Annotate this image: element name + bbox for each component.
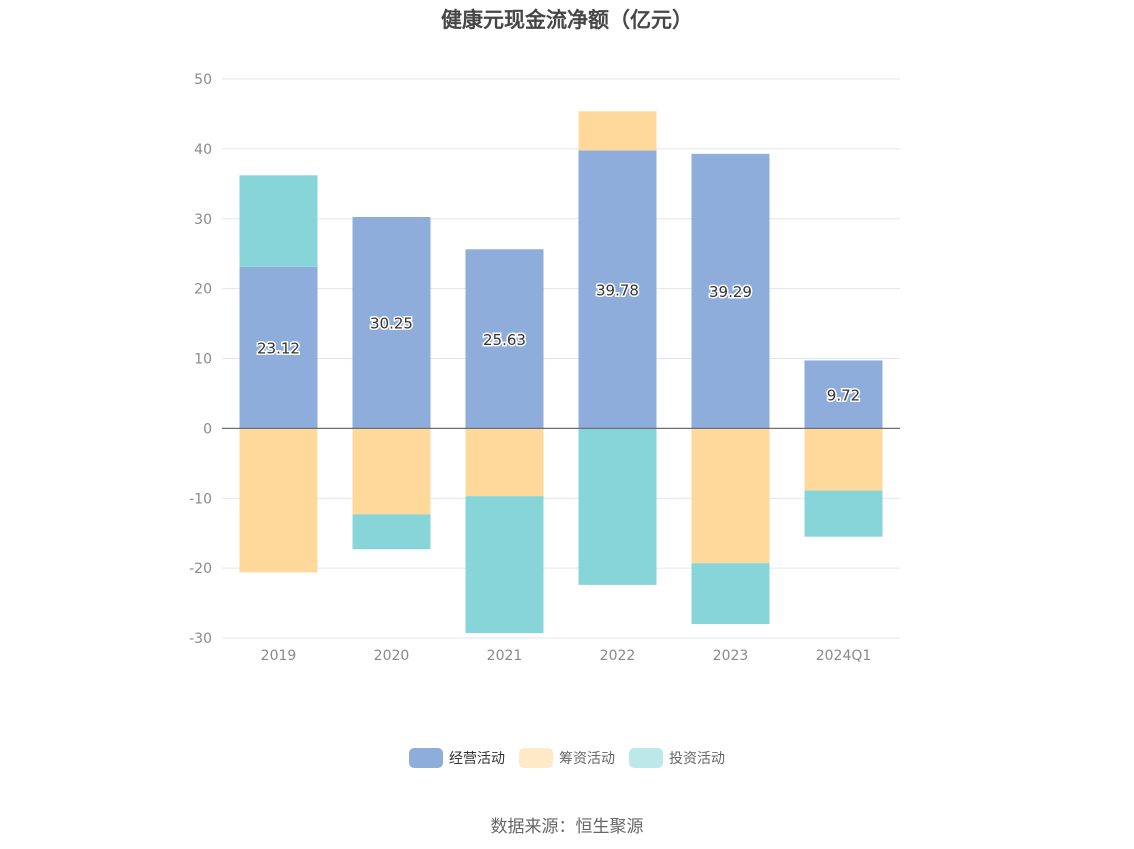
data-label-2019: 23.12 [257, 340, 300, 358]
y-tick-label: 30 [194, 212, 212, 228]
data-label-2023: 39.29 [709, 283, 752, 301]
bar-2021-series-1[interactable] [465, 428, 544, 497]
x-tick-label: 2021 [487, 648, 523, 664]
legend-swatch [629, 748, 663, 768]
bar-2023-series-2[interactable] [691, 563, 770, 625]
legend-item[interactable]: 经营活动 [409, 748, 505, 768]
bar-2024Q1-series-2[interactable] [804, 490, 883, 537]
legend: 经营活动 筹资活动 投资活动 [0, 746, 1134, 770]
bar-2024Q1-series-0[interactable] [804, 360, 883, 429]
x-tick-label: 2019 [261, 648, 297, 664]
bar-2019-series-1[interactable] [239, 428, 318, 573]
legend-swatch [519, 748, 553, 768]
data-labels-layer: 23.12 30.25 25.63 39.78 39.29 9.72 [256, 280, 862, 406]
y-tick-label: -10 [189, 491, 212, 507]
bars-layer [239, 111, 883, 634]
legend-item[interactable]: 筹资活动 [519, 748, 615, 768]
bar-2022-series-2[interactable] [578, 428, 657, 585]
bar-2022-series-1[interactable] [578, 111, 657, 151]
bar-2020-series-1[interactable] [352, 428, 431, 515]
bar-2021-series-0[interactable] [465, 249, 544, 429]
axis-layer: 50 40 30 20 10 0 -10 -20 -30 2019 2020 2021 2022 2023… [189, 72, 900, 664]
x-tick-label: 2020 [374, 648, 410, 664]
legend-swatch [409, 748, 443, 768]
legend-label: 经营活动 [449, 751, 505, 767]
y-tick-label: -30 [189, 631, 212, 647]
bar-2022-series-0[interactable] [578, 150, 657, 429]
bar-2020-series-2[interactable] [352, 514, 431, 550]
y-tick-label: 20 [194, 282, 212, 298]
y-tick-label: 0 [203, 421, 212, 437]
y-tick-label: 50 [194, 72, 212, 88]
grid-layer [222, 78, 900, 639]
legend-label: 投资活动 [669, 751, 725, 767]
x-tick-label: 2024Q1 [816, 648, 872, 664]
data-label-2020: 30.25 [370, 315, 413, 333]
y-tick-label: -20 [189, 561, 212, 577]
stacked-bar-chart: 50 40 30 20 10 0 -10 -20 -30 2019 2020 2021 2022 2023… [189, 72, 900, 664]
x-tick-label: 2022 [600, 648, 636, 664]
bar-2024Q1-series-1[interactable] [804, 428, 883, 491]
source-note: 数据来源：恒生聚源 [490, 817, 644, 837]
bar-2021-series-2[interactable] [465, 496, 544, 634]
y-tick-label: 10 [194, 352, 212, 368]
data-label-2024Q1: 9.72 [827, 386, 860, 404]
chart-title: 健康元现金流净额（亿元） [441, 8, 693, 32]
x-tick-label: 2023 [713, 648, 749, 664]
bar-2023-series-1[interactable] [691, 428, 770, 564]
legend-label: 筹资活动 [559, 751, 615, 767]
bar-2019-series-2[interactable] [239, 175, 318, 267]
y-tick-label: 40 [194, 142, 212, 158]
bar-2020-series-0[interactable] [352, 217, 431, 429]
legend-item[interactable]: 投资活动 [629, 748, 725, 768]
bar-2019-series-0[interactable] [239, 266, 318, 429]
data-label-2021: 25.63 [483, 331, 526, 349]
bar-2023-series-0[interactable] [691, 153, 770, 429]
data-label-2022: 39.78 [596, 281, 639, 299]
